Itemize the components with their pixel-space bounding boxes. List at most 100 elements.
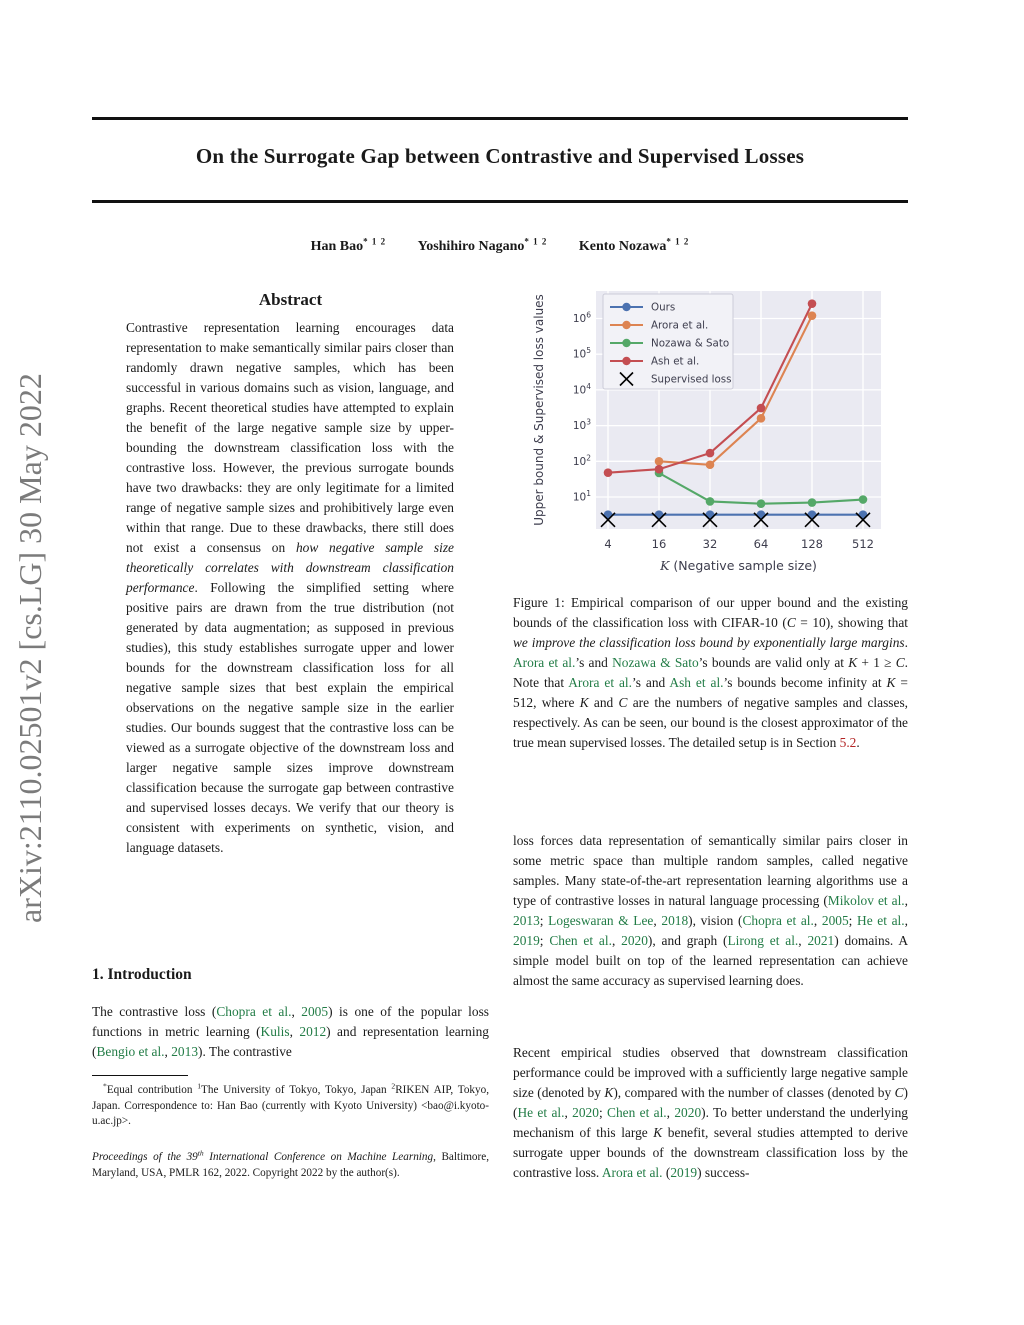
text-segment: K — [579, 695, 589, 710]
text-segment: , — [798, 933, 808, 948]
arxiv-watermark: arXiv:2110.02501v2 [cs.LG] 30 May 2022 — [12, 373, 48, 923]
citation-link[interactable]: Chen et al. — [549, 933, 612, 948]
text-segment: ) is one of the popular loss functions i… — [92, 1004, 489, 1039]
text-segment: ), compared with the number of classes (… — [613, 1085, 895, 1100]
body-paragraph: loss forces data representation of seman… — [513, 831, 908, 991]
citation-link[interactable]: Arora et al. — [513, 655, 576, 670]
author-affiliation-marks: * 1 2 — [524, 236, 548, 246]
svg-text:Ash et al.: Ash et al. — [651, 356, 699, 368]
text-segment: , — [611, 933, 622, 948]
svg-text:104: 104 — [573, 382, 591, 397]
author: Kento Nozawa* 1 2 — [579, 236, 690, 254]
citation-link[interactable]: 2005 — [301, 1004, 329, 1019]
svg-text:Supervised loss: Supervised loss — [651, 374, 732, 386]
y-axis-label: Upper bound & Supervised loss values — [532, 294, 546, 526]
series-supervised-loss — [600, 512, 871, 528]
text-segment: K — [886, 675, 896, 690]
text-segment: ). The contrastive — [198, 1044, 292, 1059]
citation-link[interactable]: 2013 — [171, 1044, 199, 1059]
text-segment: th — [197, 1148, 204, 1158]
text-segment: , Baltimore, Maryland, USA, PMLR 162, 20… — [92, 1151, 489, 1179]
text-segment: The University of Tokyo, Tokyo, Japan — [201, 1084, 392, 1096]
citation-link[interactable]: Kulis — [260, 1024, 290, 1039]
text-segment: * — [103, 1081, 107, 1091]
citation-link[interactable]: 2013 — [513, 913, 540, 928]
text-segment: ), and graph ( — [647, 933, 728, 948]
text-segment: = 512, where — [513, 675, 908, 710]
text-segment: C — [786, 615, 796, 630]
citation-link[interactable]: 2021 — [807, 933, 835, 948]
citation-link[interactable]: Chen et al. — [607, 1105, 667, 1120]
text-segment: K — [653, 1125, 663, 1140]
author-affiliation-marks: * 1 2 — [666, 236, 690, 246]
text-segment: , — [653, 913, 662, 928]
section-ref-link[interactable]: 5.2 — [839, 735, 857, 750]
citation-link[interactable]: Nozawa & Sato — [612, 655, 699, 670]
text-segment: ) domains. A simple model built on top o… — [513, 933, 909, 988]
text-segment: , — [904, 893, 909, 908]
text-segment: ’s and — [632, 675, 670, 690]
text-segment: The contrastive loss ( — [92, 1004, 217, 1019]
citation-link[interactable]: Logeswaran & Lee — [548, 913, 654, 928]
citation-link[interactable]: 2018 — [661, 913, 689, 928]
footnote-rule — [92, 1075, 188, 1077]
text-segment: 2 — [391, 1081, 396, 1091]
text-segment: ’s and — [575, 655, 613, 670]
top-rule — [92, 117, 908, 120]
abstract-heading: Abstract — [258, 290, 323, 309]
citation-link[interactable]: Lirong et al. — [727, 933, 799, 948]
text-segment: C — [895, 655, 905, 670]
text-segment: ) ( — [513, 1085, 909, 1120]
citation-link[interactable]: Arora et al. — [568, 675, 633, 690]
figure1-caption: Figure 1: Empirical comparison of our up… — [513, 593, 908, 753]
citation-link[interactable]: Bengio et al. — [96, 1044, 165, 1059]
introduction-text: The contrastive loss (Chopra et al., 200… — [92, 1002, 489, 1062]
citation-link[interactable]: 2020 — [572, 1105, 599, 1120]
text-segment: Proceedings of the 39 — [92, 1151, 198, 1163]
svg-text:106: 106 — [573, 311, 591, 326]
citation-link[interactable]: Chopra et al. — [216, 1004, 292, 1019]
svg-text:Nozawa & Sato: Nozawa & Sato — [651, 338, 729, 350]
citation-link[interactable]: 2020 — [621, 933, 648, 948]
x-axis-ticks: 4 16 32 64 128 512 — [604, 537, 874, 551]
citation-link[interactable]: Chopra et al. — [742, 913, 814, 928]
svg-text:Ours: Ours — [651, 302, 675, 314]
svg-text:128: 128 — [801, 537, 823, 551]
citation-link[interactable]: 2020 — [674, 1105, 702, 1120]
author-name: Yoshihiro Nagano — [417, 238, 525, 254]
x-axis-label: K (Negative sample size) — [659, 558, 817, 573]
text-segment: are the numbers of negative samples and … — [513, 695, 909, 750]
text-segment: . — [856, 735, 860, 750]
svg-text:4: 4 — [604, 537, 611, 551]
text-segment: , — [291, 1004, 302, 1019]
citation-link[interactable]: Ash et al. — [669, 675, 724, 690]
citation-link[interactable]: 2019 — [513, 933, 540, 948]
svg-text:64: 64 — [754, 537, 769, 551]
text-segment: , — [666, 1105, 675, 1120]
paper-title: On the Surrogate Gap between Contrastive… — [195, 144, 805, 168]
text-segment: , — [904, 913, 908, 928]
citation-link[interactable]: Arora et al. — [601, 1165, 663, 1180]
svg-text:32: 32 — [703, 537, 718, 551]
text-segment: , — [564, 1105, 573, 1120]
citation-link[interactable]: 2012 — [299, 1024, 327, 1039]
text-segment: . Following the simplified setting where… — [126, 580, 454, 855]
author-name: Han Bao — [310, 238, 364, 254]
series-arora-et-al- — [654, 311, 817, 470]
citation-link[interactable]: 2019 — [670, 1165, 698, 1180]
series-ash-et-al- — [603, 299, 817, 477]
citation-link[interactable]: He et al. — [857, 913, 905, 928]
text-segment: ) and representation learning ( — [92, 1024, 489, 1059]
svg-text:102: 102 — [573, 453, 591, 468]
text-segment: . Note that — [513, 655, 908, 690]
section-heading-introduction: 1. Introduction — [92, 966, 192, 983]
figure1-chart: 101 102 103 104 105 106 4 16 32 64 128 512 K (Negati… — [532, 291, 881, 573]
text-segment: 1 — [197, 1081, 202, 1091]
citation-link[interactable]: 2005 — [821, 913, 849, 928]
abstract-text: Contrastive representation learning enco… — [126, 318, 454, 858]
text-segment: loss forces data representation of seman… — [513, 833, 908, 908]
text-segment: K — [604, 1085, 614, 1100]
citation-link[interactable]: Mikolov et al. — [827, 893, 905, 908]
text-segment: and — [588, 695, 619, 710]
citation-link[interactable]: He et al. — [517, 1105, 565, 1120]
